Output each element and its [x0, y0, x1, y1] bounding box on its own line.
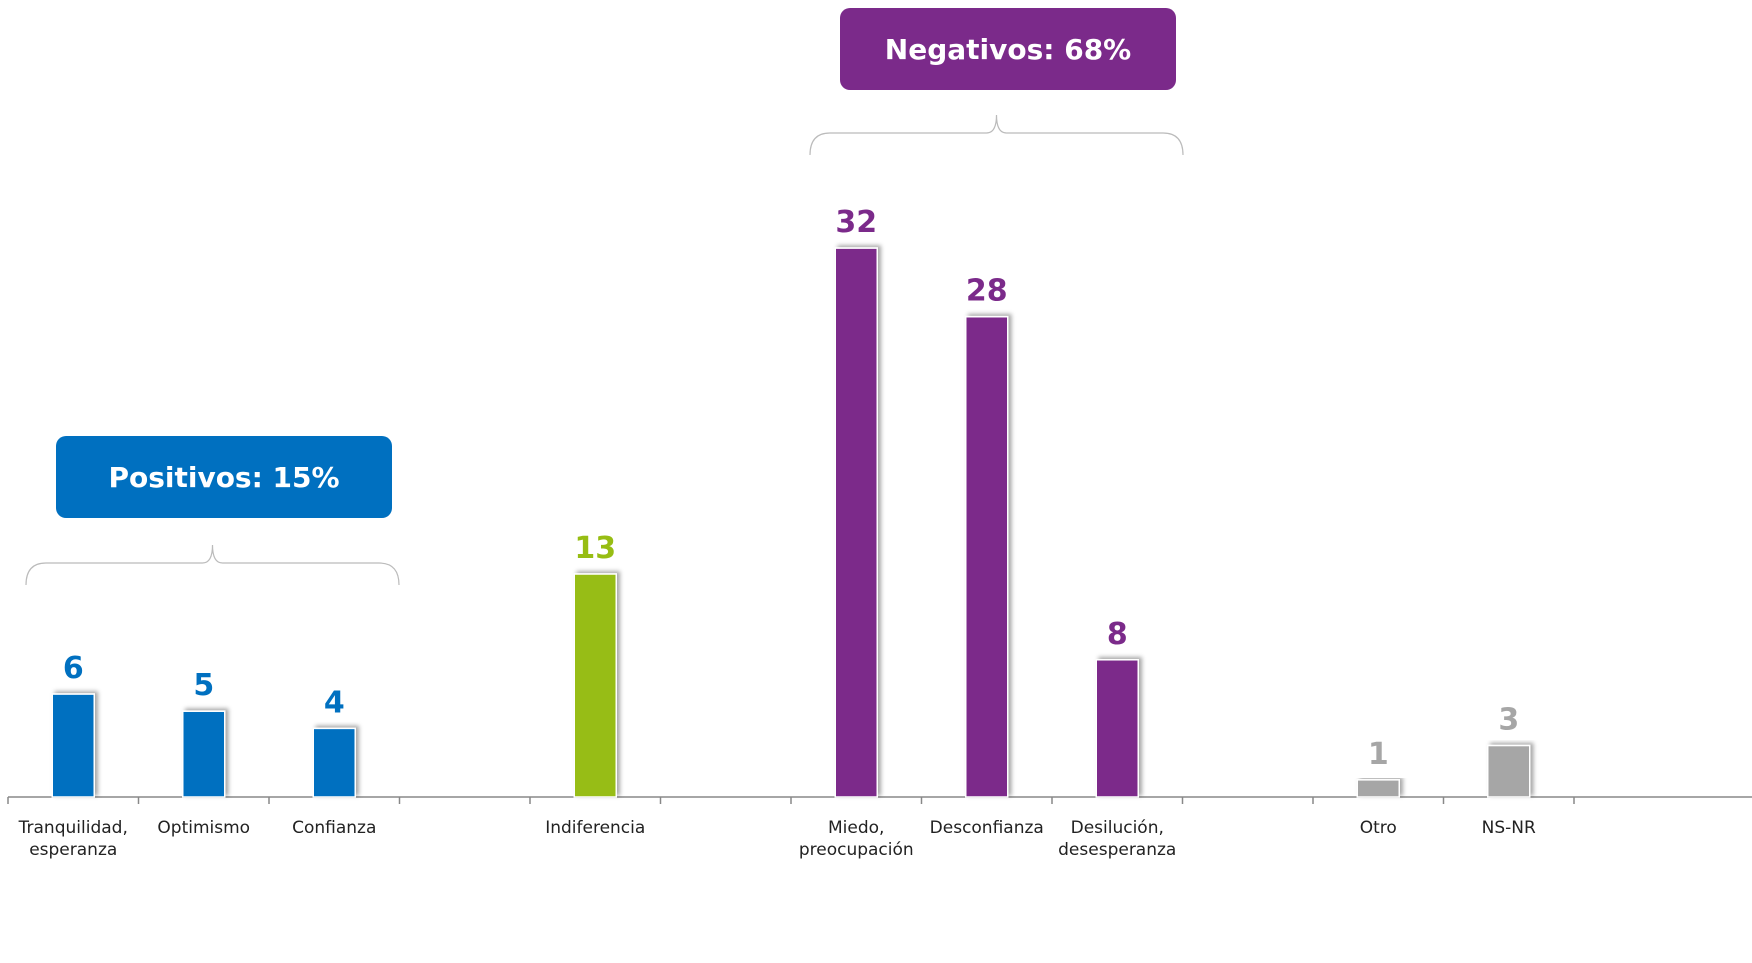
- value-label: 3: [1498, 703, 1519, 738]
- x-tick-label: Desconfianza: [929, 818, 1044, 838]
- bracket: [809, 114, 1184, 156]
- bar: [834, 247, 878, 798]
- value-label: 28: [966, 274, 1008, 309]
- annotation-box: Positivos: 15%: [56, 436, 392, 518]
- value-label: 4: [324, 685, 345, 720]
- annotation-box: Negativos: 68%: [840, 8, 1176, 90]
- x-tick-label: Tranquilidad, esperanza: [18, 818, 128, 860]
- value-label: 1: [1368, 737, 1389, 772]
- bar: [965, 315, 1009, 798]
- value-label: 8: [1107, 617, 1128, 652]
- x-tick-label: Optimismo: [157, 818, 251, 838]
- bar: [312, 727, 356, 798]
- bar: [182, 710, 226, 798]
- x-tick-label: Indiferencia: [545, 818, 646, 838]
- x-tick-label: NS-NR: [1481, 818, 1536, 838]
- bar: [51, 693, 95, 798]
- value-label: 5: [193, 668, 214, 703]
- value-label: 32: [835, 205, 877, 240]
- bracket: [25, 544, 400, 586]
- bar: [573, 573, 617, 798]
- bar: [1487, 744, 1531, 798]
- bar: [1356, 779, 1400, 798]
- value-label: 13: [574, 531, 616, 566]
- x-tick-label: Desilución, desesperanza: [1058, 818, 1177, 860]
- bar: [1095, 659, 1139, 798]
- x-tick-label: Otro: [1359, 818, 1397, 838]
- x-tick-label: Miedo, preocupación: [798, 818, 914, 860]
- value-label: 6: [63, 651, 84, 686]
- x-tick-label: Confianza: [292, 818, 377, 838]
